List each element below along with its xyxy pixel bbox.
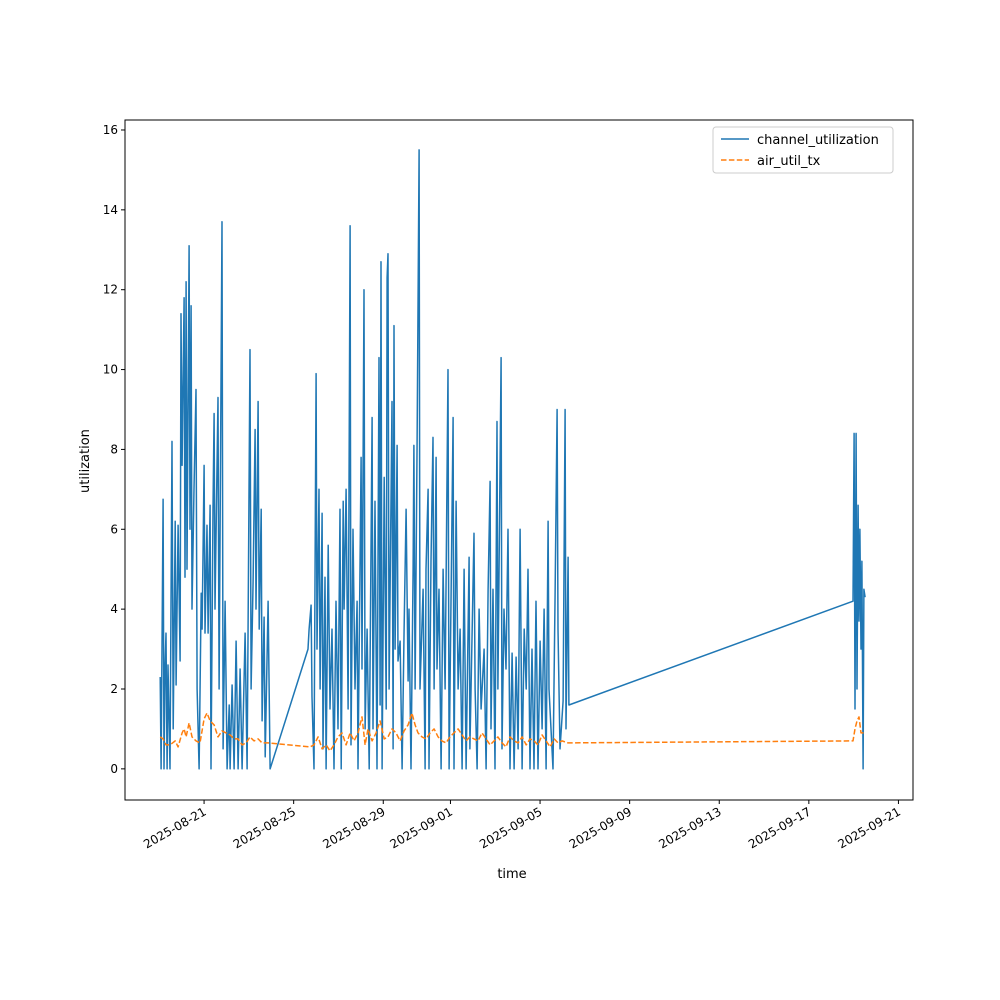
y-tick-label: 4 — [110, 602, 118, 616]
y-axis-ticks: 0 2 4 6 8 10 12 14 16 — [103, 123, 125, 776]
series-line-air-util-tx — [159, 712, 864, 752]
y-tick-label: 0 — [110, 762, 118, 776]
x-axis-label: time — [497, 867, 526, 882]
y-tick-label: 2 — [110, 682, 118, 696]
series-layer — [159, 149, 866, 770]
legend: channel_utilization air_util_tx — [712, 126, 894, 174]
y-tick-label: 8 — [110, 442, 118, 456]
y-tick-label: 6 — [110, 522, 118, 536]
plot-frame — [124, 119, 914, 801]
y-tick-label: 12 — [103, 283, 118, 297]
y-tick-label: 10 — [103, 363, 118, 377]
series-line-channel-utilization — [159, 149, 866, 770]
y-tick-label: 14 — [103, 203, 118, 217]
legend-label-air-util-tx: air_util_tx — [757, 154, 821, 169]
legend-box — [712, 126, 894, 174]
y-tick-label: 16 — [103, 123, 118, 137]
legend-label-channel-utilization: channel_utilization — [757, 133, 879, 148]
y-axis-label: utilization — [78, 429, 93, 493]
